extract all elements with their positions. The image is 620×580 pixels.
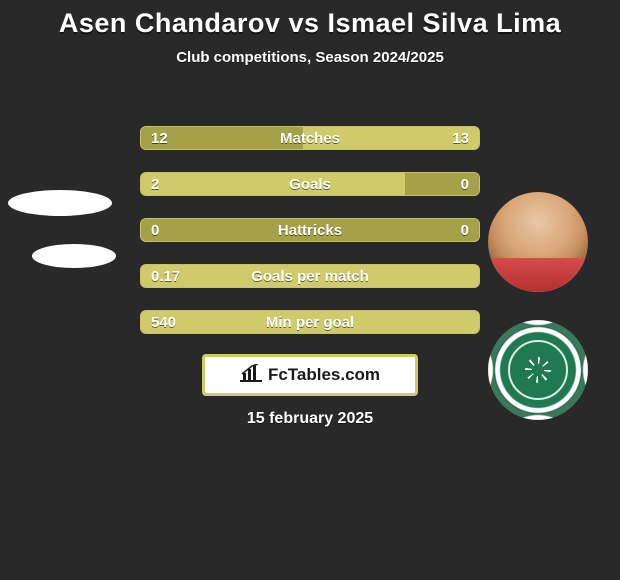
stat-bar-value-left: 0.17 xyxy=(141,265,190,287)
stat-bar: Goals per match0.17 xyxy=(140,264,480,288)
stats-bars: Matches1213Goals20Hattricks00Goals per m… xyxy=(140,126,480,334)
page-title: Asen Chandarov vs Ismael Silva Lima xyxy=(0,8,620,39)
bar-chart-icon xyxy=(240,364,262,387)
stat-bar: Matches12 13 xyxy=(140,126,480,150)
stat-bar-value-left: 540 xyxy=(141,311,186,333)
stat-bar-value-right xyxy=(459,311,479,333)
date-label: 15 february 2025 xyxy=(0,410,620,428)
brand-box: FcTables.com xyxy=(202,354,418,396)
right-player-avatar xyxy=(488,192,588,292)
stat-bar-value-right: 13 xyxy=(442,127,479,149)
left-club-badge-placeholder xyxy=(32,244,116,268)
brand-text: FcTables.com xyxy=(268,365,380,385)
stat-bar-label: Hattricks xyxy=(141,219,479,241)
stat-bar-label: Min per goal xyxy=(141,311,479,333)
stat-bar: Hattricks0 0 xyxy=(140,218,480,242)
stat-bar: Min per goal540 xyxy=(140,310,480,334)
stat-bar-value-left: 0 xyxy=(141,219,169,241)
stat-bar: Goals2 0 xyxy=(140,172,480,196)
stat-bar-value-left: 2 xyxy=(141,173,169,195)
stat-bar-value-right: 0 xyxy=(451,219,479,241)
stat-bar-value-right xyxy=(459,265,479,287)
comparison-card: Asen Chandarov vs Ismael Silva Lima Club… xyxy=(0,0,620,580)
right-club-badge xyxy=(488,320,588,420)
stat-bar-label: Matches xyxy=(141,127,479,149)
stat-bar-value-right: 0 xyxy=(451,173,479,195)
subtitle: Club competitions, Season 2024/2025 xyxy=(0,49,620,66)
stat-bar-label: Goals xyxy=(141,173,479,195)
stat-bar-value-left: 12 xyxy=(141,127,178,149)
left-player-avatar-placeholder xyxy=(8,190,112,216)
stat-bar-label: Goals per match xyxy=(141,265,479,287)
